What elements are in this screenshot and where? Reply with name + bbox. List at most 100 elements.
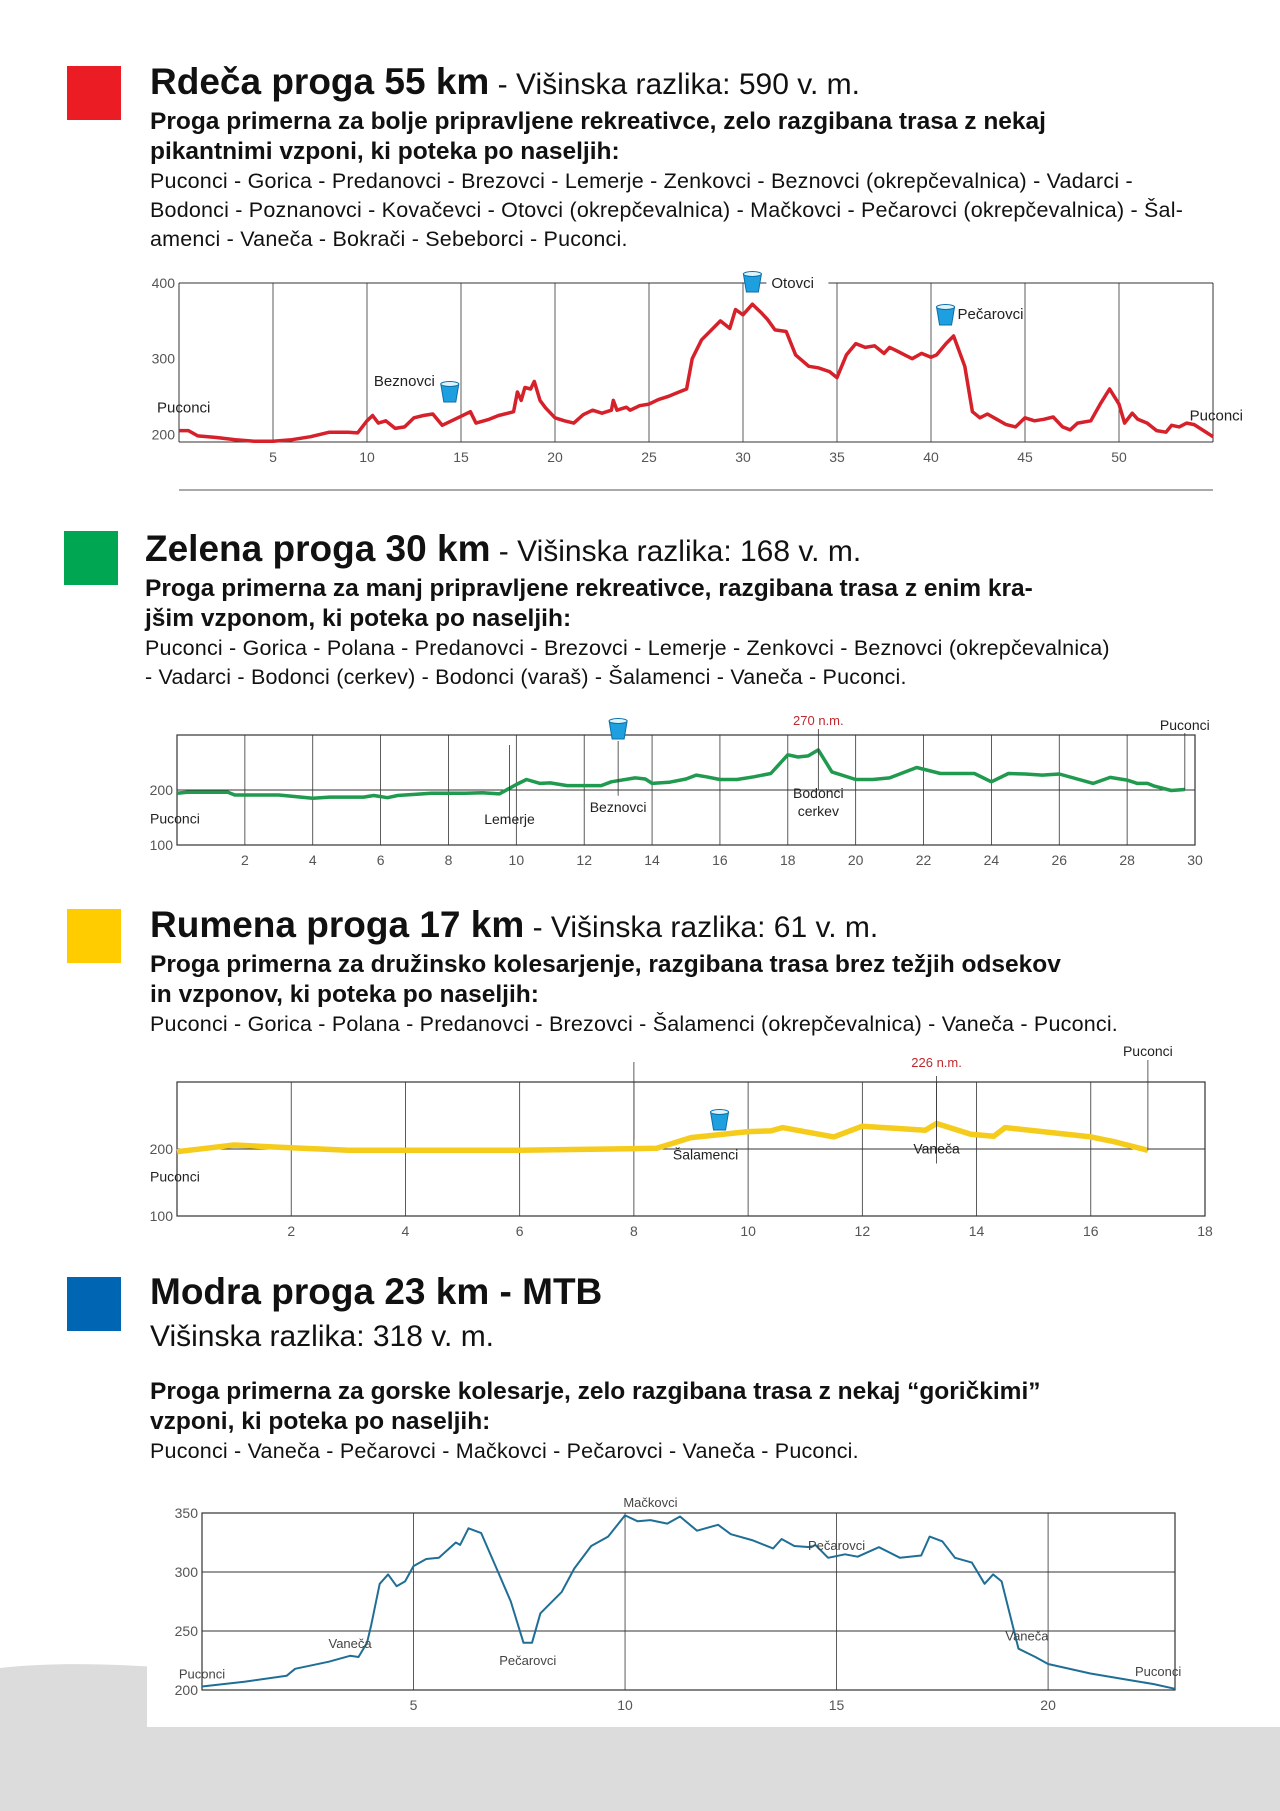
place-label: Mačkovci: [623, 1495, 677, 1510]
route-title: Rdeča proga 55 km - Višinska razlika: 59…: [150, 61, 860, 102]
x-tick-label: 24: [984, 852, 1000, 868]
x-tick-label: 20: [848, 852, 864, 868]
x-tick-label: 10: [617, 1697, 633, 1713]
route-places: Puconci - Gorica - Polana - Predanovci -…: [150, 1012, 1118, 1036]
y-tick-label: 400: [152, 275, 176, 291]
x-tick-label: 2: [287, 1223, 295, 1239]
elevation-line: [176, 748, 1185, 801]
x-tick-label: 22: [916, 852, 932, 868]
place-label: cerkev: [798, 803, 839, 819]
elevation-line: [179, 302, 1214, 443]
water-station-icon: [709, 1109, 730, 1131]
place-label: Vaneča: [1005, 1629, 1049, 1644]
place-label: Vaneča: [913, 1141, 960, 1157]
water-station-icon: [608, 718, 628, 740]
x-tick-label: 14: [969, 1223, 985, 1239]
y-tick-label: 300: [175, 1564, 199, 1580]
route-description: Proga primerna za manj pripravljene rekr…: [145, 575, 1033, 632]
place-label: Pečarovci: [499, 1653, 556, 1668]
x-tick-label: 6: [377, 852, 385, 868]
place-label: Beznovci: [590, 799, 647, 815]
place-label: Puconci: [150, 810, 200, 826]
cup-rim: [440, 380, 460, 387]
x-tick-label: 30: [1187, 852, 1203, 868]
route-places: Puconci - Vaneča - Pečarovci - Mačkovci …: [150, 1439, 859, 1463]
place-label: Puconci: [1160, 717, 1210, 733]
x-tick-label: 4: [309, 852, 317, 868]
x-tick-label: 25: [641, 449, 657, 465]
place-label: Vaneča: [328, 1636, 372, 1651]
x-tick-label: 10: [509, 852, 525, 868]
x-tick-label: 28: [1119, 852, 1135, 868]
x-tick-label: 6: [516, 1223, 524, 1239]
place-label: Puconci: [179, 1666, 225, 1681]
peak-elevation-label: 226 n.m.: [911, 1055, 962, 1070]
x-tick-label: 20: [1040, 1697, 1056, 1713]
green-route-section: Zelena proga 30 km - Višinska razlika: 1…: [145, 527, 1110, 692]
cup-rim: [742, 271, 762, 277]
cup-rim: [608, 718, 628, 724]
place-label: Puconci: [1190, 408, 1243, 425]
y-tick-label: 200: [152, 426, 176, 442]
place-label: Bodonci: [793, 785, 844, 801]
x-tick-label: 20: [547, 449, 563, 465]
place-label: Puconci: [1123, 1043, 1173, 1059]
x-tick-label: 10: [740, 1223, 756, 1239]
route-subtitle: Višinska razlika: 318 v. m.: [150, 1320, 495, 1353]
place-label: Otovci: [771, 275, 814, 292]
chart-panel: [147, 1480, 1280, 1727]
place-label: Puconci: [157, 400, 210, 417]
x-tick-label: 5: [410, 1697, 418, 1713]
x-tick-label: 35: [829, 449, 845, 465]
y-tick-label: 100: [150, 837, 174, 853]
route-title: Modra proga 23 km - MTB: [150, 1271, 603, 1312]
x-tick-label: 15: [829, 1697, 845, 1713]
y-tick-label: 200: [150, 782, 174, 798]
x-tick-label: 18: [780, 852, 796, 868]
red-route-section: Rdeča proga 55 km - Višinska razlika: 59…: [150, 60, 1183, 254]
x-tick-label: 30: [735, 449, 751, 465]
x-tick-label: 18: [1197, 1223, 1213, 1239]
green-route-swatch: [64, 531, 118, 585]
x-tick-label: 26: [1051, 852, 1067, 868]
elevation-line: [176, 1120, 1149, 1155]
peak-elevation-label: 270 n.m.: [793, 713, 844, 728]
x-tick-label: 2: [241, 852, 249, 868]
yellow-route-section: Rumena proga 17 km - Višinska razlika: 6…: [150, 903, 1118, 1039]
place-label: Pečarovci: [958, 306, 1024, 323]
x-tick-label: 10: [359, 449, 375, 465]
x-tick-label: 8: [445, 852, 453, 868]
x-tick-label: 50: [1111, 449, 1127, 465]
x-tick-label: 16: [712, 852, 728, 868]
plot-frame: [201, 1512, 1176, 1691]
y-tick-label: 200: [175, 1682, 199, 1698]
y-tick-label: 100: [150, 1208, 174, 1224]
x-tick-label: 16: [1083, 1223, 1099, 1239]
blue-route-swatch: [67, 1277, 121, 1331]
x-tick-label: 45: [1017, 449, 1033, 465]
y-tick-label: 350: [175, 1505, 199, 1521]
cup-rim: [710, 1109, 730, 1115]
y-tick-label: 300: [152, 351, 176, 367]
water-station-icon: [440, 380, 460, 403]
place-label: Lemerje: [484, 811, 535, 827]
route-description: Proga primerna za družinsko kolesarjenje…: [150, 951, 1061, 1008]
route-places: Puconci - Gorica - Predanovci - Brezovci…: [150, 169, 1184, 251]
x-tick-label: 12: [855, 1223, 871, 1239]
place-label: Beznovci: [374, 373, 435, 390]
place-label: Puconci: [150, 1169, 200, 1185]
x-tick-label: 8: [630, 1223, 638, 1239]
route-title: Zelena proga 30 km - Višinska razlika: 1…: [145, 528, 862, 569]
y-tick-label: 200: [150, 1141, 174, 1157]
blue-route-section: Modra proga 23 km - MTB Višinska razlika…: [150, 1270, 1041, 1466]
place-label: Pečarovci: [808, 1538, 865, 1553]
x-tick-label: 5: [269, 449, 277, 465]
yellow-route-swatch: [67, 909, 121, 963]
place-label: Puconci: [1135, 1664, 1181, 1679]
x-tick-label: 4: [402, 1223, 410, 1239]
route-description: Proga primerna za bolje pripravljene rek…: [150, 108, 1046, 165]
route-description: Proga primerna za gorske kolesarje, zelo…: [150, 1378, 1041, 1435]
x-tick-label: 15: [453, 449, 469, 465]
